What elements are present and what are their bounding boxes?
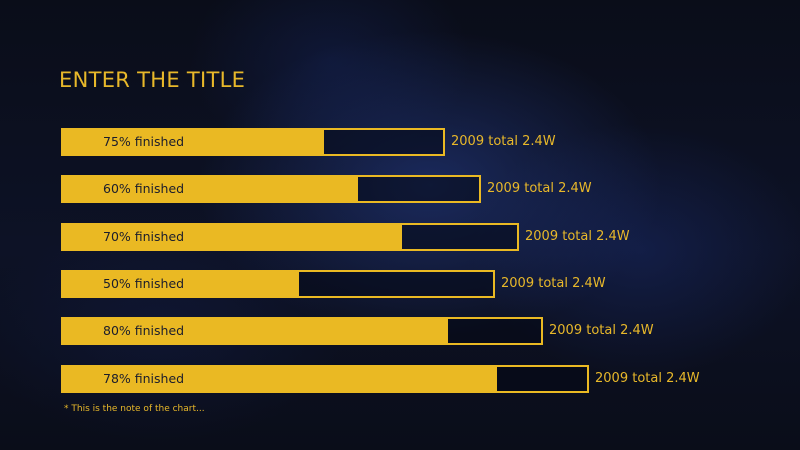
bar-annotation: 2009 total 2.4W [525,228,630,244]
bar-frame [61,317,543,346]
bar-fill [63,319,448,344]
bar-fill [63,366,497,391]
bar-fill [63,130,324,154]
bar-label: 70% finished [103,228,185,244]
bar-frame [61,364,589,393]
bar-annotation: 2009 total 2.4W [451,134,556,149]
bar-frame [61,269,495,298]
bar-annotation: 2009 total 2.4W [549,323,654,339]
bar-label: 60% finished [103,181,185,197]
bar-annotation: 2009 total 2.4W [501,275,606,291]
bar-label: 80% finished [103,323,185,339]
bar-annotation: 2009 total 2.4W [595,370,700,386]
bar-frame [61,222,519,251]
bar-label: 75% finished [103,134,185,149]
bar-annotation: 2009 total 2.4W [487,181,592,197]
page-title: ENTER THE TITLE [59,68,246,92]
bar-fill [63,177,358,202]
bar-frame [61,175,481,204]
bar-fill [63,271,299,296]
bar-label: 78% finished [103,370,185,386]
bar-frame [61,128,445,156]
chart-note: * This is the note of the chart... [64,404,205,414]
bar-fill [63,224,402,249]
bar-label: 50% finished [103,275,185,291]
